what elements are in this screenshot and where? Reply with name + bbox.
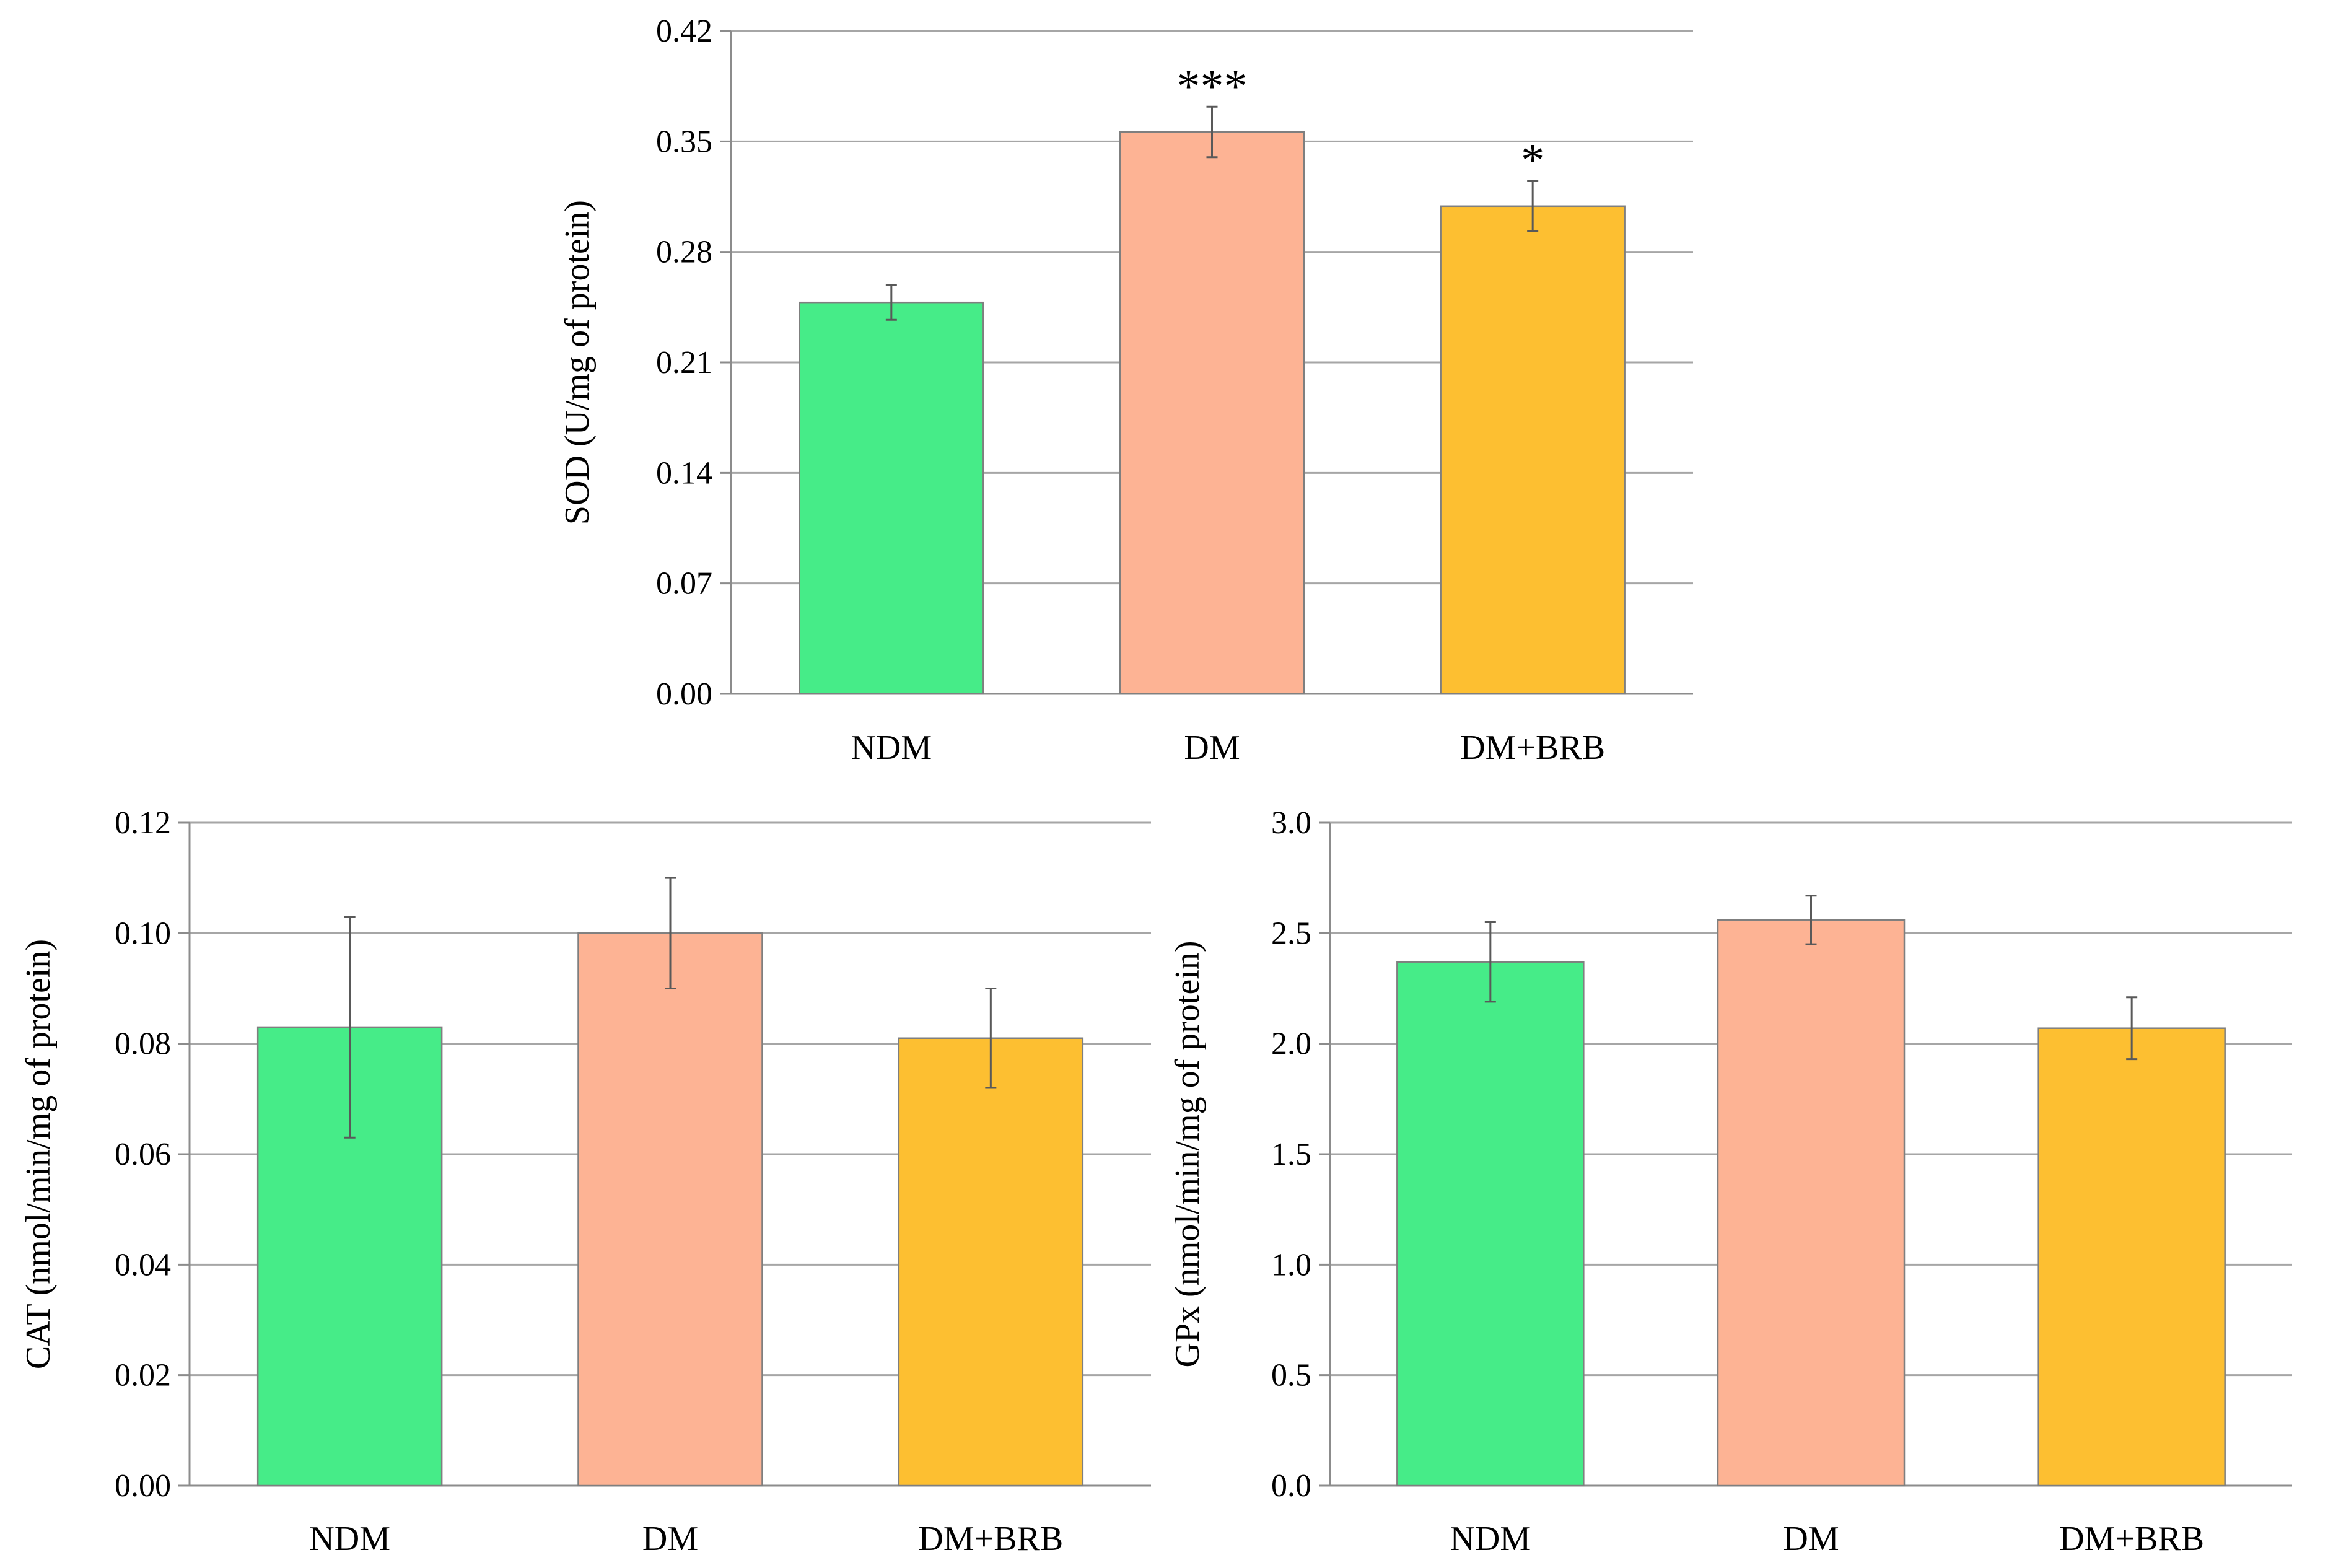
y-tick-label: 0.0 [1271, 1468, 1311, 1504]
chart-panel-bottom-right: 0.0 0.5 1.0 1.5 2.0 2.5 3.0 NDM DM DM+BRB GPx (nmo… [1168, 805, 2292, 1558]
bar-ndm [1396, 961, 1585, 1487]
y-tick-label: 0.10 [115, 916, 171, 951]
y-axis-label: SOD (U/mg of protein) [558, 200, 597, 525]
y-tick-label: 0.07 [656, 566, 712, 602]
chart-panel-bottom-left: 0.00 0.02 0.04 0.06 0.08 0.10 0.12 NDM DM DM+BRB C… [19, 805, 1151, 1558]
y-tick-label: 2.5 [1271, 916, 1311, 951]
y-tick-label: 0.21 [656, 345, 712, 380]
y-tick-label: 0.04 [115, 1247, 171, 1282]
y-tick-label: 0.00 [115, 1468, 171, 1504]
y-tick-label: 0.06 [115, 1137, 171, 1172]
x-tick-label: NDM [309, 1520, 390, 1558]
y-tick-label: 0.08 [115, 1027, 171, 1062]
chart-panel-top-center: 0.00 0.07 0.14 0.21 0.28 0.35 0.42 NDM *** DM * DM+… [558, 14, 1693, 767]
bar-dm [1119, 131, 1305, 695]
bar-dm-brb [2037, 1027, 2226, 1487]
y-axis-label: CAT (nmol/min/mg of protein) [19, 939, 58, 1369]
bar-dm [577, 932, 763, 1487]
bar-dm [1717, 919, 1906, 1487]
x-tick-label: DM+BRB [2059, 1520, 2204, 1558]
x-tick-label: DM+BRB [1460, 729, 1605, 767]
y-tick-label: 0.28 [656, 235, 712, 270]
bar-dm-brb [1440, 205, 1626, 695]
y-tick-label: 0.00 [656, 677, 712, 712]
y-tick-label: 0.42 [656, 14, 712, 49]
x-tick-label: NDM [1450, 1520, 1531, 1558]
y-tick-label: 0.5 [1271, 1358, 1311, 1393]
y-tick-label: 0.35 [656, 124, 712, 159]
significance-marker: *** [1177, 60, 1248, 112]
significance-marker: * [1521, 134, 1544, 186]
y-tick-label: 2.0 [1271, 1027, 1311, 1062]
x-tick-label: DM [1783, 1520, 1839, 1558]
y-tick-label: 3.0 [1271, 805, 1311, 841]
y-tick-label: 1.5 [1271, 1137, 1311, 1172]
bar-ndm [799, 301, 984, 695]
y-tick-label: 0.12 [115, 805, 171, 841]
x-tick-label: NDM [851, 729, 932, 767]
x-tick-label: DM [1184, 729, 1240, 767]
y-tick-label: 0.02 [115, 1358, 171, 1393]
y-tick-label: 0.14 [656, 455, 712, 491]
y-tick-label: 1.0 [1271, 1247, 1311, 1282]
x-tick-label: DM+BRB [918, 1520, 1063, 1558]
bar-dm-brb [898, 1037, 1084, 1487]
x-tick-label: DM [642, 1520, 698, 1558]
y-axis-label: GPx (nmol/min/mg of protein) [1168, 940, 1207, 1367]
